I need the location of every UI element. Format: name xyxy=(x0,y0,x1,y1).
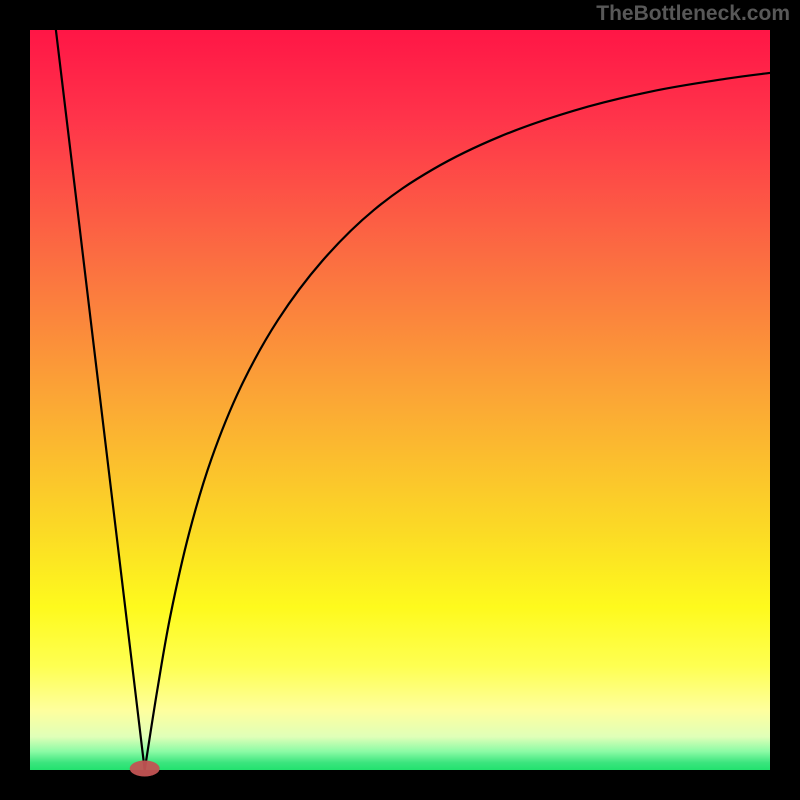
chart-svg xyxy=(0,0,800,800)
minimum-marker xyxy=(130,761,160,777)
plot-background xyxy=(30,30,770,770)
chart-root: TheBottleneck.com xyxy=(0,0,800,800)
watermark-label: TheBottleneck.com xyxy=(596,2,790,26)
